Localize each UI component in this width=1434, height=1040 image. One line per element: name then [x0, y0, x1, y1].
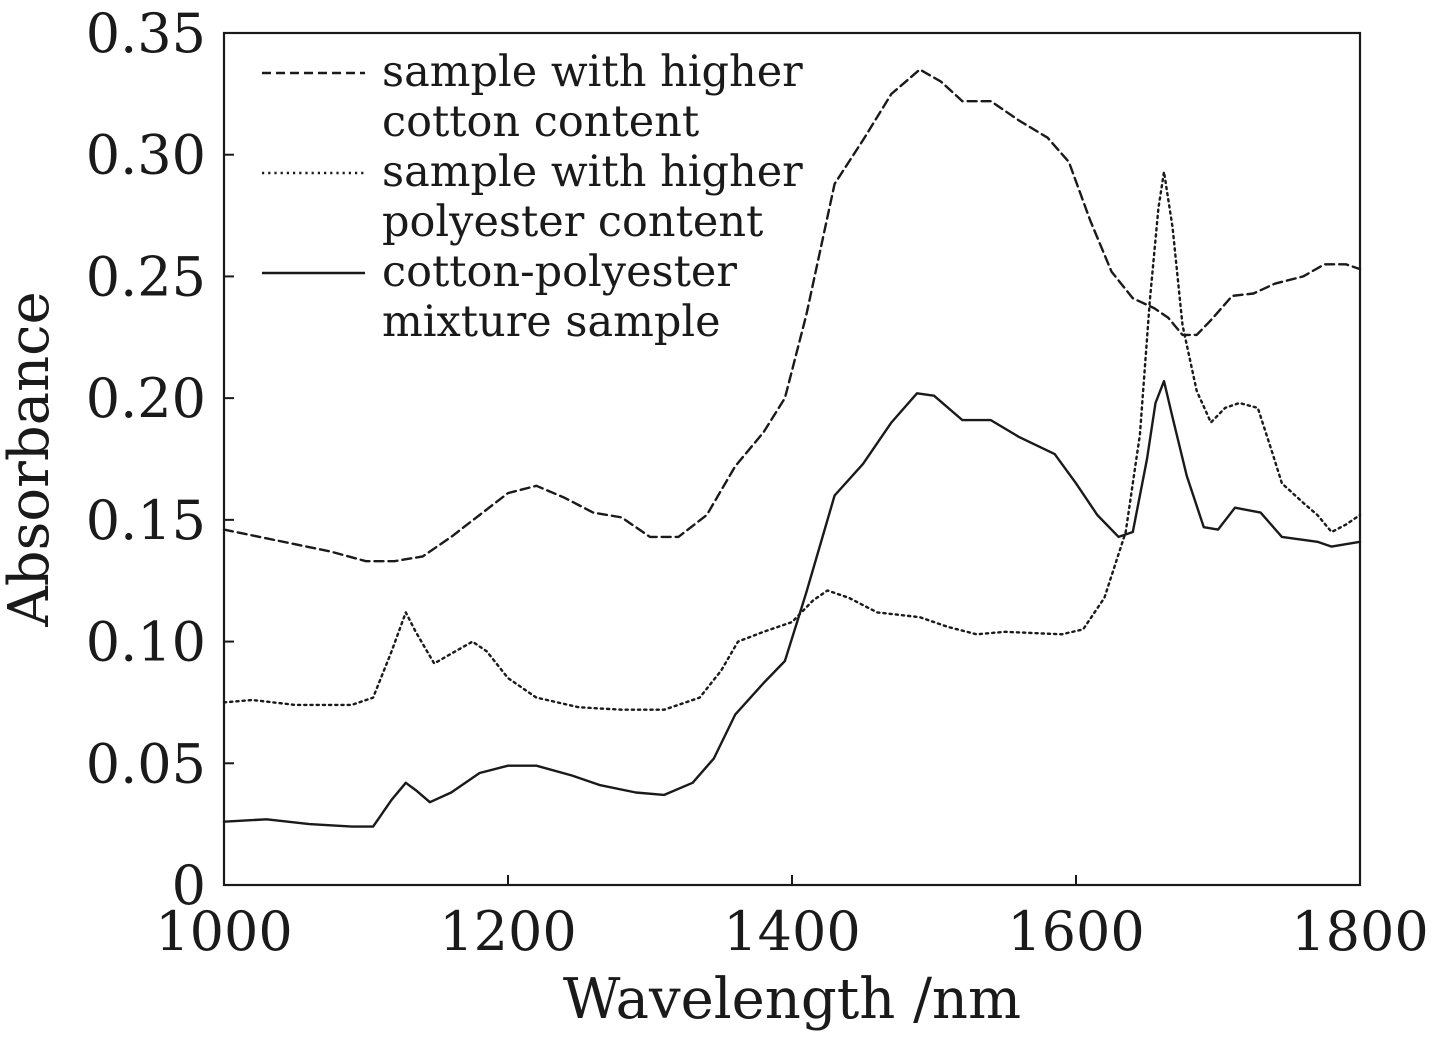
y-tick-label: 0.10	[86, 611, 206, 674]
x-tick-label: 1800	[1291, 900, 1428, 963]
x-axis-title: Wavelength /nm	[563, 967, 1021, 1032]
y-tick-label: 0	[172, 854, 206, 917]
x-tick-label: 1600	[1007, 900, 1144, 963]
y-tick-label: 0.35	[86, 2, 206, 65]
y-axis: 0 0.05 0.10 0.15 0.20 0.25 0.30 0.35	[86, 2, 234, 917]
y-tick-label: 0.05	[86, 732, 206, 795]
legend-label: polyester content	[382, 197, 763, 247]
x-tick-label: 1400	[723, 900, 860, 963]
legend-label: sample with higher	[382, 147, 803, 197]
legend-label: mixture sample	[382, 297, 721, 347]
x-axis: 1000 1200 1400 1600 1800	[155, 875, 1429, 963]
y-axis-title: Absorbance	[0, 291, 62, 627]
legend-label: cotton content	[382, 97, 699, 147]
x-tick-label: 1000	[155, 900, 292, 963]
series-line-3	[222, 379, 1362, 828]
legend-label: sample with higher	[382, 47, 803, 97]
legend-label: cotton-polyester	[382, 247, 737, 297]
series-line-2	[222, 170, 1362, 711]
y-tick-label: 0.20	[86, 367, 206, 430]
y-tick-label: 0.15	[86, 489, 206, 552]
series-layer	[222, 68, 1362, 828]
x-tick-label: 1200	[439, 900, 576, 963]
y-tick-label: 0.30	[86, 124, 206, 187]
y-tick-label: 0.25	[86, 245, 206, 308]
series-line-1	[222, 68, 1362, 563]
